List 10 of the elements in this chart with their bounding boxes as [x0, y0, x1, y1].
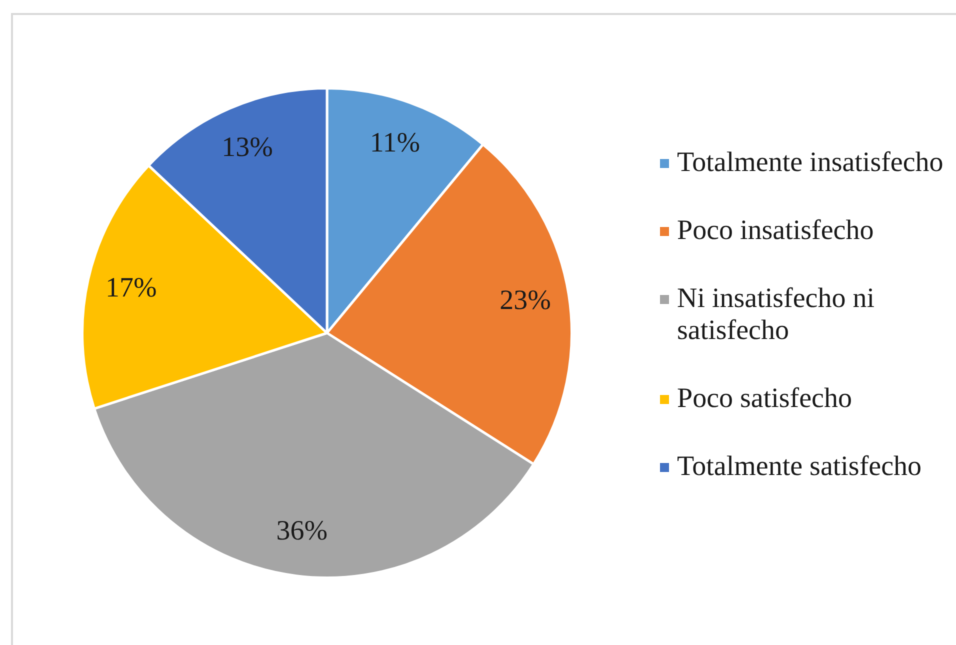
legend-label: Totalmente insatisfecho	[677, 147, 944, 179]
legend-label: Poco insatisfecho	[677, 215, 875, 247]
legend-label: Poco satisfecho	[677, 383, 853, 415]
legend-label: Totalmente satisfecho	[677, 451, 923, 483]
data-label: 36%	[276, 515, 328, 546]
data-label: 13%	[222, 132, 273, 164]
data-label: 23%	[500, 284, 551, 316]
data-label: 11%	[370, 128, 420, 159]
legend-label: Ni insatisfecho ni satisfecho	[677, 283, 876, 347]
data-label: 17%	[105, 272, 157, 304]
